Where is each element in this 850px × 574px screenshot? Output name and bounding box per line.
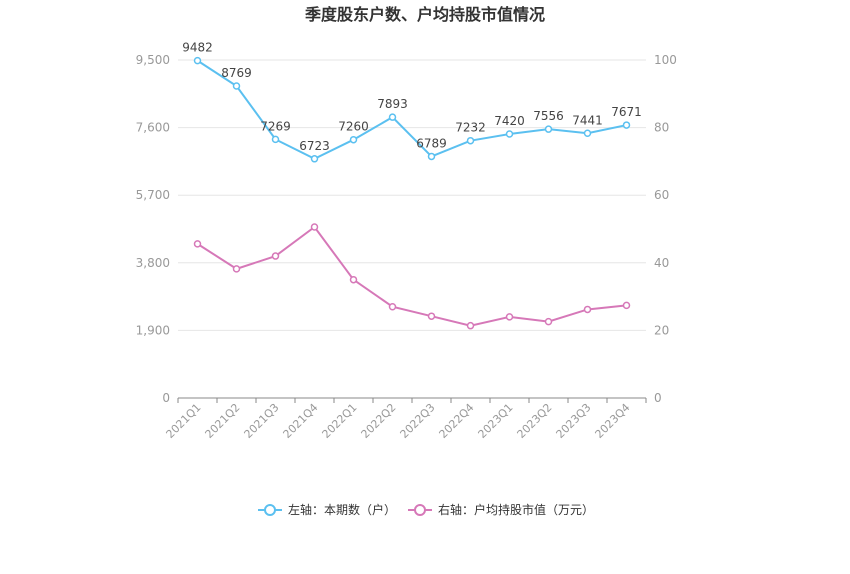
x-tick-label: 2022Q3 xyxy=(398,401,438,441)
data-point[interactable] xyxy=(466,136,475,145)
data-label: 7269 xyxy=(260,119,291,133)
data-label: 7893 xyxy=(377,97,408,111)
left-tick-label: 9,500 xyxy=(136,53,170,67)
data-point[interactable] xyxy=(583,129,592,138)
data-point[interactable] xyxy=(427,152,436,161)
left-tick-label: 3,800 xyxy=(136,256,170,270)
data-point[interactable] xyxy=(544,317,553,326)
data-label: 7441 xyxy=(572,113,603,127)
x-tick-label: 2022Q2 xyxy=(359,401,399,441)
x-tick-label: 2022Q1 xyxy=(320,401,360,441)
x-tick-label: 2021Q3 xyxy=(242,401,282,441)
left-tick-label: 0 xyxy=(162,391,170,405)
data-point[interactable] xyxy=(505,130,514,138)
data-label: 7232 xyxy=(455,121,486,135)
data-point[interactable] xyxy=(232,82,241,90)
legend-marker xyxy=(414,504,426,516)
left-tick-label: 1,900 xyxy=(136,323,170,337)
data-point[interactable] xyxy=(583,305,592,314)
data-label: 9482 xyxy=(182,41,213,55)
data-point[interactable] xyxy=(193,240,202,248)
left-tick-label: 5,700 xyxy=(136,188,170,202)
right-tick-label: 80 xyxy=(654,121,669,135)
data-label: 8769 xyxy=(221,66,252,80)
data-point[interactable] xyxy=(232,265,241,273)
grid xyxy=(177,59,647,403)
legend-label: 左轴：本期数（户） xyxy=(288,502,396,517)
x-tick-label: 2021Q1 xyxy=(164,401,204,441)
x-tick-label: 2021Q2 xyxy=(203,401,243,441)
data-point[interactable] xyxy=(466,321,475,330)
series-layer: 9482 8769 7269 6723 7260 7893 6789 7232 7420 7556… xyxy=(182,41,642,330)
data-label: 7260 xyxy=(338,120,369,134)
right-axis-ticks: 0 20 40 60 80 100 xyxy=(654,53,677,405)
data-point[interactable] xyxy=(622,121,631,129)
data-point[interactable] xyxy=(271,135,280,144)
x-tick-label: 2023Q2 xyxy=(515,401,555,441)
data-point[interactable] xyxy=(271,252,280,260)
data-point[interactable] xyxy=(622,301,631,310)
data-label: 7556 xyxy=(533,109,564,123)
data-label: 6789 xyxy=(416,136,447,150)
x-tick-label: 2023Q4 xyxy=(593,401,633,441)
right-tick-label: 60 xyxy=(654,188,669,202)
legend-marker xyxy=(264,504,276,516)
data-point[interactable] xyxy=(349,275,358,284)
chart-title: 季度股东户数、户均持股市值情况 xyxy=(304,5,545,24)
data-point[interactable] xyxy=(310,155,319,163)
series-2 xyxy=(193,223,631,330)
left-tick-label: 7,600 xyxy=(136,121,170,135)
series-1: 9482 8769 7269 6723 7260 7893 6789 7232 7420 7556… xyxy=(182,41,642,163)
left-axis-ticks: 0 1,900 3,800 5,700 7,600 9,500 xyxy=(136,53,170,405)
series-line xyxy=(196,59,627,160)
data-point[interactable] xyxy=(388,113,397,121)
x-tick-label: 2023Q1 xyxy=(476,401,516,441)
data-point[interactable] xyxy=(310,223,319,231)
legend[interactable]: 左轴：本期数（户） 右轴：户均持股市值（万元） xyxy=(258,502,594,517)
data-label: 6723 xyxy=(299,139,330,153)
right-tick-label: 100 xyxy=(654,53,677,67)
legend-label: 右轴：户均持股市值（万元） xyxy=(438,502,594,517)
series-line xyxy=(196,225,627,327)
x-axis-ticks: 2021Q12021Q22021Q32021Q42022Q12022Q22022… xyxy=(164,401,633,441)
legend-item-1[interactable]: 左轴：本期数（户） xyxy=(258,502,396,517)
data-point[interactable] xyxy=(193,56,202,65)
data-point[interactable] xyxy=(544,125,553,133)
data-point[interactable] xyxy=(349,135,358,144)
data-label: 7671 xyxy=(611,105,642,119)
right-tick-label: 0 xyxy=(654,391,662,405)
right-tick-label: 40 xyxy=(654,256,669,270)
data-point[interactable] xyxy=(427,312,436,320)
data-point[interactable] xyxy=(388,302,397,311)
x-tick-label: 2021Q4 xyxy=(281,401,321,441)
data-label: 7420 xyxy=(494,114,525,128)
x-tick-label: 2022Q4 xyxy=(437,401,477,441)
data-point[interactable] xyxy=(505,313,514,321)
x-tick-label: 2023Q3 xyxy=(554,401,594,441)
legend-item-2[interactable]: 右轴：户均持股市值（万元） xyxy=(408,502,594,517)
right-tick-label: 20 xyxy=(654,323,669,337)
